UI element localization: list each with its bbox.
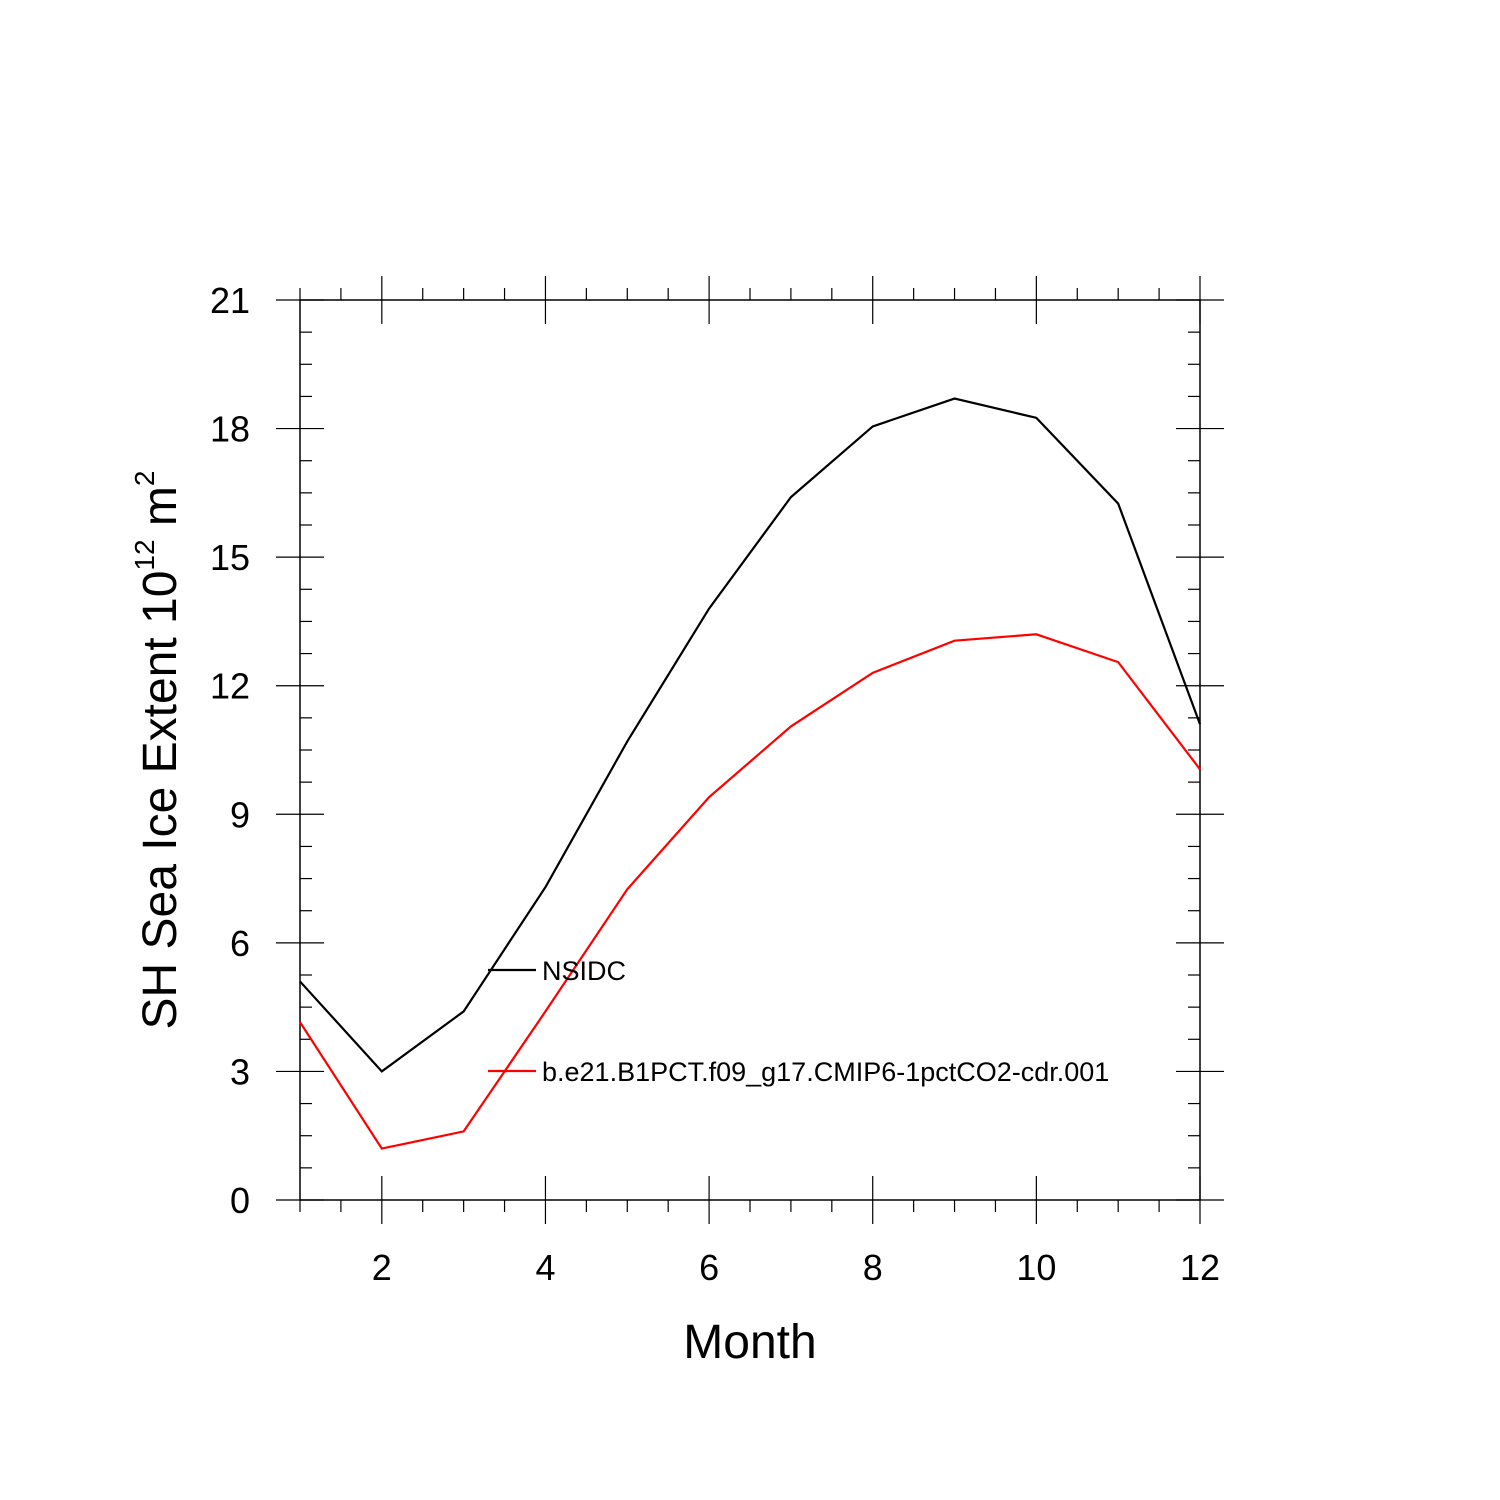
y-tick-label: 12 [210, 666, 250, 707]
series-lines [300, 399, 1200, 1149]
x-tick-label: 8 [863, 1247, 883, 1288]
y-tick-label: 15 [210, 537, 250, 578]
x-tick-label: 2 [372, 1247, 392, 1288]
y-axis-title: SH Sea Ice Extent 1012 m2 [129, 471, 187, 1030]
y-tick-label: 21 [210, 280, 250, 321]
legend-label-model: b.e21.B1PCT.f09_g17.CMIP6-1pctCO2-cdr.00… [542, 1057, 1109, 1087]
x-axis-title: Month [683, 1316, 816, 1369]
y-tick-label: 3 [230, 1051, 250, 1092]
legend-label-nsidc: NSIDC [542, 956, 626, 986]
series-line-nsidc [300, 399, 1200, 1072]
x-tick-label: 6 [699, 1247, 719, 1288]
y-axis-title-exponent-2: 2 [129, 471, 160, 487]
y-tick-label: 6 [230, 923, 250, 964]
x-tick-label: 4 [535, 1247, 555, 1288]
y-axis-title-unit: m [134, 486, 187, 539]
axis-tick-labels: 2 4 6 8 10 12 0 3 6 9 12 15 18 21 [210, 280, 1220, 1288]
y-tick-label: 18 [210, 409, 250, 450]
y-tick-label: 0 [230, 1180, 250, 1221]
y-axis-title-exponent-12: 12 [129, 539, 160, 570]
x-tick-label: 12 [1180, 1247, 1220, 1288]
sea-ice-chart: 2 4 6 8 10 12 0 3 6 9 12 15 18 21 Month SH Sea Ice Ex… [0, 0, 1500, 1500]
x-tick-label: 10 [1016, 1247, 1056, 1288]
y-tick-label: 9 [230, 794, 250, 835]
legend: NSIDC b.e21.B1PCT.f09_g17.CMIP6-1pctCO2-… [488, 956, 1109, 1087]
y-axis-title-prefix: SH Sea Ice Extent 10 [134, 571, 187, 1030]
